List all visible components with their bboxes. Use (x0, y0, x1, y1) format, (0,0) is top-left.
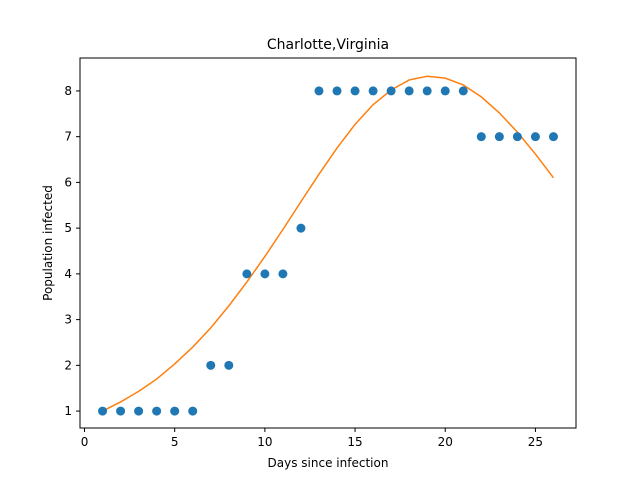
y-tick-label: 6 (64, 175, 72, 189)
y-tick-label: 1 (64, 404, 72, 418)
x-tick-label: 0 (81, 435, 89, 449)
y-tick-label: 4 (64, 267, 72, 281)
data-point (98, 406, 108, 416)
y-tick-label: 8 (64, 84, 72, 98)
data-point (494, 132, 504, 142)
data-points-layer (98, 86, 558, 416)
data-point (296, 223, 306, 233)
x-tick-label: 10 (257, 435, 272, 449)
data-point (548, 132, 558, 142)
data-point (512, 132, 522, 142)
x-tick-label: 20 (438, 435, 453, 449)
data-point (206, 360, 216, 370)
data-point (116, 406, 126, 416)
x-tick-label: 25 (528, 435, 543, 449)
data-point (278, 269, 288, 279)
chart-title: Charlotte,Virginia (267, 37, 389, 53)
data-point (476, 132, 486, 142)
data-point (386, 86, 396, 96)
y-tick-label: 3 (64, 313, 72, 327)
x-axis-title: Days since infection (268, 456, 389, 470)
data-point (134, 406, 144, 416)
data-point (170, 406, 180, 416)
fit-line-layer (102, 75, 555, 412)
y-tick-label: 5 (64, 221, 72, 235)
x-tick-label: 15 (347, 435, 362, 449)
data-point (368, 86, 378, 96)
data-point (440, 86, 450, 96)
data-point (404, 86, 414, 96)
fit-line (102, 75, 555, 412)
data-point (224, 360, 234, 370)
y-axis: 1 2 3 4 5 6 7 8 (64, 84, 80, 418)
x-tick-label: 5 (171, 435, 179, 449)
x-axis: 0 5 10 15 20 25 (81, 428, 543, 449)
data-point (152, 406, 162, 416)
data-point (332, 86, 342, 96)
data-point (260, 269, 270, 279)
data-point (314, 86, 324, 96)
data-point (188, 406, 198, 416)
y-tick-label: 7 (64, 130, 72, 144)
data-point (242, 269, 252, 279)
data-point (350, 86, 360, 96)
data-point (458, 86, 468, 96)
y-tick-label: 2 (64, 358, 72, 372)
data-point (530, 132, 540, 142)
y-axis-title: Population infected (41, 185, 55, 301)
plot-frame (79, 57, 577, 429)
data-point (422, 86, 432, 96)
